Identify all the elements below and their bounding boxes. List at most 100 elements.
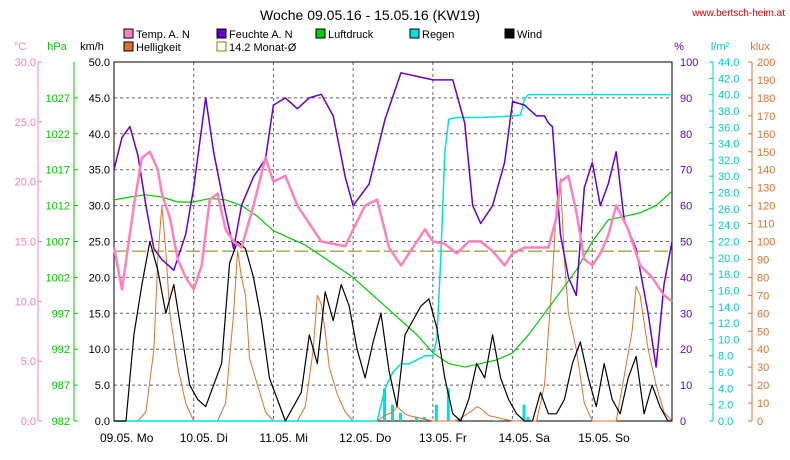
legend-label-pressure: Luftdruck [328,29,374,41]
axis-unit-wind: km/h [80,41,104,53]
tick-label-light: 160 [757,129,775,141]
tick-label-light: 50 [757,326,769,338]
tick-label-humidity: 30 [680,308,692,320]
tick-label-rain: 44.0 [718,57,739,69]
x-label-day: 12.05. Do [339,431,391,445]
tick-label-temp: 15.0 [15,237,36,249]
x-label-day: 10.05. Di [180,431,228,445]
axis-unit-rain: l/m² [711,41,730,53]
rain-bar [454,419,458,421]
tick-label-pressure: 1017 [46,165,70,177]
grid [114,62,672,421]
tick-label-humidity: 40 [680,272,692,284]
tick-label-pressure: 1022 [46,129,70,141]
tick-label-rain: 28.0 [718,188,739,200]
tick-label-wind: 15.0 [89,308,110,320]
tick-label-rain: 30.0 [718,171,739,183]
tick-label-humidity: 80 [680,129,692,141]
series-line-temp [112,150,673,303]
site-url: www.bertsch-heim.at [691,8,785,19]
tick-label-humidity: 50 [680,237,692,249]
tick-label-rain: 22.0 [718,237,739,249]
tick-label-wind: 10.0 [89,344,110,356]
tick-label-wind: 5.0 [95,380,110,392]
series-line-light [114,178,673,422]
rain-bar [526,416,530,421]
tick-label-wind: 25.0 [89,237,110,249]
tick-label-rain: 42.0 [718,73,739,85]
tick-label-rain: 6.0 [718,367,733,379]
tick-label-light: 70 [757,290,769,302]
x-label-day: 13.05. Fr [419,431,467,445]
legend: Temp. A. N Feuchte A. N Luftdruck Regen Wind… [123,28,542,54]
x-label-day: 15.05. So [578,431,630,445]
tick-label-wind: 30.0 [89,201,110,213]
tick-label-light: 150 [757,147,775,159]
axes: 0.0 5.0 10.0 15.0 20.0 25.0 30.0 982 987 992 997 10… [15,57,776,428]
tick-label-rain: 0.0 [718,416,733,428]
tick-label-light: 90 [757,254,769,266]
rain-bar [391,404,394,421]
tick-label-pressure: 982 [52,416,70,428]
tick-label-humidity: 70 [680,165,692,177]
x-label-day: 11.05. Mi [259,431,307,445]
tick-label-humidity: 20 [680,344,692,356]
tick-label-pressure: 997 [52,308,70,320]
legend-label-wind: Wind [517,29,542,41]
tick-label-light: 180 [757,93,775,105]
legend-swatch-rain [409,28,420,39]
tick-label-rain: 4.0 [718,383,733,395]
tick-label-rain: 20.0 [718,253,739,265]
tick-label-temp: 10.0 [15,296,36,308]
tick-label-rain: 8.0 [718,351,733,363]
tick-label-wind: 35.0 [89,165,110,177]
tick-label-temp: 0.0 [21,416,36,428]
axis-unit-pressure: hPa [47,41,67,53]
tick-label-temp: 25.0 [15,117,36,129]
tick-label-pressure: 1002 [46,272,70,284]
plot-area [112,72,673,422]
rain-bar [522,404,526,421]
tick-label-wind: 0.0 [95,416,110,428]
axis-units: °C hPa km/h% l/m² klux [14,41,770,53]
tick-label-light: 170 [757,111,775,123]
rain-bar [446,388,450,421]
legend-label-rain: Regen [422,29,454,41]
tick-label-light: 130 [757,183,775,195]
tick-label-humidity: 0 [680,416,686,428]
rain-bar [494,420,498,421]
tick-label-light: 30 [757,362,769,374]
rain-bar [414,416,418,421]
tick-label-light: 100 [757,237,775,249]
tick-label-light: 10 [757,398,769,410]
legend-label-temp: Temp. A. N [136,29,190,41]
legend-label-humidity: Feuchte A. N [229,29,293,41]
tick-label-rain: 18.0 [718,269,739,281]
tick-label-light: 110 [757,219,775,231]
rain-bar [434,404,438,421]
rain-bar [383,388,387,421]
legend-swatch-light [123,41,134,52]
tick-label-wind: 50.0 [89,57,110,69]
x-label-day: 14.05. Sa [499,431,551,445]
tick-label-light: 20 [757,380,769,392]
legend-swatch-temp [123,28,134,39]
tick-label-rain: 12.0 [718,318,739,330]
tick-label-temp: 30.0 [15,57,36,69]
tick-label-light: 40 [757,344,769,356]
tick-label-rain: 14.0 [718,302,739,314]
legend-swatch-pressure [315,28,326,39]
tick-label-wind: 20.0 [89,272,110,284]
tick-label-light: 140 [757,165,775,177]
legend-swatch-avg [216,41,227,52]
tick-label-temp: 20.0 [15,177,36,189]
tick-label-pressure: 1027 [46,93,70,105]
series-line-wind [114,240,672,422]
tick-label-light: 80 [757,272,769,284]
tick-label-light: 190 [757,75,775,87]
x-axis-labels: 09.05. Mo 10.05. Di 11.05. Mi 12.05. Do 13.0… [100,431,630,445]
axis-unit-temp: °C [14,41,26,53]
legend-label-light: Helligkeit [136,42,181,54]
